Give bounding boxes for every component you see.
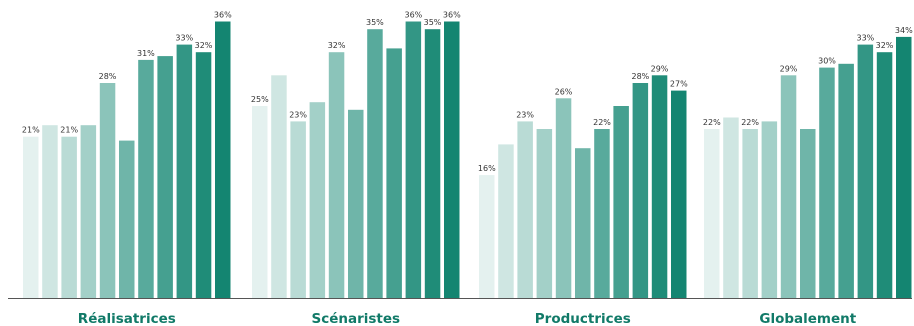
bar-4-1 (704, 129, 720, 298)
bar-4-5 (780, 75, 797, 298)
data-label-1-10: 32% (195, 41, 213, 50)
data-label-4-7: 30% (818, 57, 836, 66)
bar-2-9 (405, 21, 422, 298)
bar-3-7 (594, 129, 610, 298)
bar-1-11 (215, 21, 231, 298)
bar-3-1 (479, 175, 495, 298)
data-label-1-9: 33% (175, 34, 193, 43)
bar-2-7 (367, 29, 383, 298)
bar-4-2 (723, 117, 739, 298)
bar-2-10 (424, 29, 441, 298)
bar-1-9 (176, 44, 193, 298)
category-labels-layer: Réalisatrices Scénaristes Productrices Glob… (78, 311, 857, 326)
bar-3-11 (671, 90, 687, 298)
data-labels-layer: 21% 21%28%31%33%32%36%25%23%32%35%36%35%3… (22, 11, 913, 174)
data-label-4-5: 29% (780, 64, 798, 73)
category-label-1: Réalisatrices (78, 311, 176, 326)
bar-3-6 (575, 148, 591, 298)
data-label-2-7: 35% (366, 18, 384, 27)
bar-3-4 (536, 129, 553, 298)
bar-1-8 (157, 56, 173, 298)
data-label-2-10: 35% (424, 18, 442, 27)
bar-2-1 (252, 106, 268, 298)
data-label-3-3: 23% (516, 110, 534, 119)
data-label-4-11: 34% (895, 26, 913, 35)
data-label-1-1: 21% (22, 126, 40, 135)
data-label-3-1: 16% (478, 164, 496, 173)
bar-1-2 (42, 125, 58, 298)
bar-2-4 (309, 102, 326, 298)
data-label-3-5: 26% (555, 87, 573, 96)
bar-1-3 (61, 136, 77, 298)
bar-1-1 (23, 136, 39, 298)
bar-4-4 (761, 121, 778, 299)
bar-4-10 (876, 52, 893, 299)
bar-1-5 (99, 83, 116, 298)
bar-1-10 (195, 52, 212, 299)
data-label-3-10: 29% (651, 64, 669, 73)
bar-3-2 (498, 144, 514, 298)
data-label-2-1: 25% (251, 95, 269, 104)
bars-layer (23, 21, 912, 299)
bar-3-10 (651, 75, 668, 298)
category-label-2: Scénaristes (312, 311, 401, 326)
bar-2-3 (290, 121, 306, 299)
data-label-4-3: 22% (741, 118, 759, 127)
bar-3-3 (517, 121, 533, 299)
bar-2-5 (328, 52, 345, 299)
data-label-2-5: 32% (328, 41, 346, 50)
data-label-2-11: 36% (443, 11, 461, 20)
bar-4-6 (800, 129, 816, 298)
data-label-2-9: 36% (405, 11, 423, 20)
data-label-4-1: 22% (703, 118, 721, 127)
data-label-4-9: 33% (857, 34, 875, 43)
bar-3-5 (555, 98, 572, 298)
data-label-1-5: 28% (99, 72, 117, 81)
data-label-1-11: 36% (214, 11, 232, 20)
bar-4-9 (857, 44, 874, 298)
bar-2-6 (348, 109, 364, 298)
bar-4-7 (819, 67, 835, 298)
data-label-1-3: 21% (60, 126, 78, 135)
category-label-3: Productrices (535, 311, 631, 326)
data-label-1-7: 31% (137, 49, 155, 58)
bar-1-4 (80, 125, 97, 298)
bar-4-11 (896, 36, 912, 299)
category-label-4: Globalement (759, 311, 856, 326)
data-label-3-7: 22% (593, 118, 611, 127)
bar-3-9 (632, 83, 649, 298)
data-label-2-3: 23% (289, 110, 307, 119)
bar-4-3 (742, 129, 758, 298)
bar-1-6 (119, 140, 135, 298)
bar-2-2 (271, 75, 287, 298)
bar-2-8 (386, 48, 402, 299)
data-label-4-10: 32% (876, 41, 894, 50)
data-label-3-11: 27% (670, 80, 688, 89)
data-label-3-9: 28% (632, 72, 650, 81)
bar-1-7 (138, 59, 154, 299)
bar-4-8 (838, 63, 854, 298)
bar-2-11 (444, 21, 460, 298)
bar-3-8 (613, 106, 629, 298)
